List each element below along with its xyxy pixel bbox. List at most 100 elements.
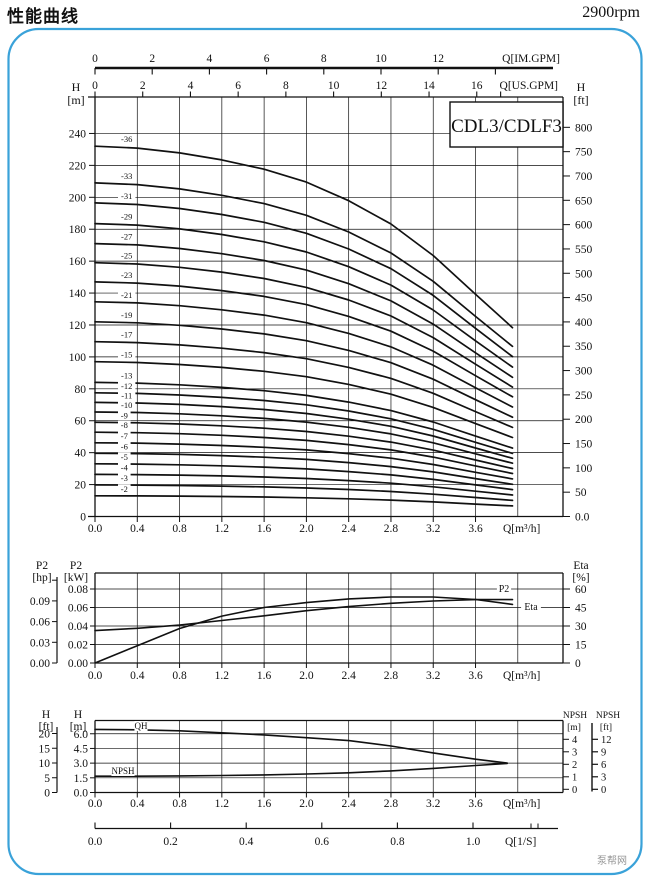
model-label-box: CDL3/CDLF3 [449,101,564,148]
curve-label--23: -23 [121,270,132,280]
tick-label: 0.00 [68,658,88,670]
tick-label: 3.6 [468,670,483,682]
curve-label--7: -7 [121,431,128,441]
head-curve--5 [94,462,514,491]
tick-label: 6 [601,760,606,771]
tick-label: 0.08 [68,584,88,596]
tick-label: 550 [575,244,593,256]
axis-title: [kW] [64,572,88,584]
qh-curve [94,728,509,764]
tick-label: 3.2 [426,670,441,682]
tick-label: 3.6 [468,798,483,810]
tick-label: 700 [575,171,593,183]
tick-label: 1 [572,772,577,783]
head-curve--36 [94,145,514,329]
curve-label-bg [118,171,136,181]
curve-label-bg [118,191,136,201]
p2-axis-kw: P2[kW]0.08 0.06 0.04 0.02 0.00 [64,560,95,670]
tick-label: 2.0 [299,523,314,535]
tick-label: 1.6 [257,523,272,535]
tick-label: 0 [575,658,581,670]
tick-label: 15 [575,640,587,652]
curve-label--8: -8 [121,420,128,430]
tick-label: 30 [575,621,587,633]
head-curve--29 [94,222,514,368]
watermark-text: 泵帮网 [597,855,627,867]
tick-label: 14 [423,80,435,92]
tick-label: 0.06 [68,603,88,615]
curve-label-bg [118,484,131,494]
curve-label--4: -4 [121,462,129,472]
tick-label: 4 [207,53,213,65]
flow-axis-ls: 0.0 0.2 0.4 0.6 0.8 1.0 Q[1/S] [88,822,558,848]
head-curve--23 [94,281,514,398]
curve-label--9: -9 [121,410,128,420]
tick-label: 1.2 [215,798,230,810]
curve-label-bg [118,410,131,420]
qh-curve-label: QH [135,721,148,731]
tick-label: 300 [575,366,593,378]
axis-title: H [42,709,50,721]
tick-label: 1.0 [466,836,481,848]
axis-title: [m] [567,723,581,733]
tick-label: 150 [575,439,593,451]
tick-label: 8 [283,80,289,92]
tick-label: 2.8 [384,798,399,810]
curve-label--19: -19 [121,310,132,320]
tick-label: 100 [69,352,87,364]
tick-label: 0.4 [239,836,254,848]
tick-label: 350 [575,341,593,353]
model-label: CDL3/CDLF3 [451,116,562,137]
tick-label: 10 [375,53,387,65]
tick-label: 160 [69,256,87,268]
curve-label--27: -27 [121,232,132,242]
tick-label: 12 [601,735,612,746]
npsh-axis-m: NPSH [m] 43 21 0 [563,711,587,796]
curve-label--29: -29 [121,212,132,222]
axis-title: [ft] [573,93,588,107]
tick-label: 1.6 [257,798,272,810]
curve-label--12: -12 [121,381,132,391]
tick-label: 2.4 [341,523,356,535]
curve-label-bg [118,370,136,380]
axis-title: H [74,709,82,721]
curve-label-bg [118,290,136,300]
head-curve-labels: -2-3-4-5-6-7-8-9-10-11-12-13 -15 -17 -19 -21… [118,134,136,494]
npsh-chart: H[ft]20151050H[m]6.04.53.01.50.0NPSH[m]4… [39,709,621,810]
curve-label--10: -10 [121,400,132,410]
curve-label--13: -13 [121,370,132,380]
tick-label: 2 [140,80,146,92]
tick-label: 180 [69,224,87,236]
axis-title: [m] [67,93,84,107]
tick-label: 80 [75,384,87,396]
h-axis-ft: H[ft]20 15 10 5 0 [39,709,58,800]
tick-label: 3 [572,747,577,758]
axis-title: [ft] [600,722,612,733]
flow-axis-label: Q[m³/h] [503,798,540,810]
tick-label: 1.2 [215,670,230,682]
p2-x-axis: 0.0 0.4 0.8 1.2 1.6 2.0 2.4 2.8 3.2 3.6 Q[m³/h] [88,663,540,682]
tick-label: 140 [69,288,87,300]
p2-curve-label-bg [496,583,512,594]
curve-label-bg [118,350,136,360]
curve-label-bg [118,330,136,340]
tick-label: 220 [69,160,87,172]
head-curve--9 [94,421,514,470]
head-curve--6 [94,452,514,486]
head-curve--3 [94,484,514,502]
tick-label: 16 [471,80,483,92]
curve-label-bg [118,400,136,410]
head-curve--19 [94,320,514,419]
npsh-curve-label: NPSH [111,766,135,776]
tick-label: 0.00 [30,658,50,670]
tick-label: 0 [80,512,86,524]
tick-label: 0.0 [88,798,103,810]
axis-title: P2 [70,560,82,572]
axis-title: Eta [573,560,588,572]
curve-label-bg [118,270,136,280]
power-efficiency-chart: P2[hp]0.090.060.030.00P2[kW]0.080.060.04… [30,560,590,682]
watermark: 泵帮网 [597,855,627,867]
npsh-curve-label-bg [111,766,135,776]
curve-label--36: -36 [121,134,132,144]
